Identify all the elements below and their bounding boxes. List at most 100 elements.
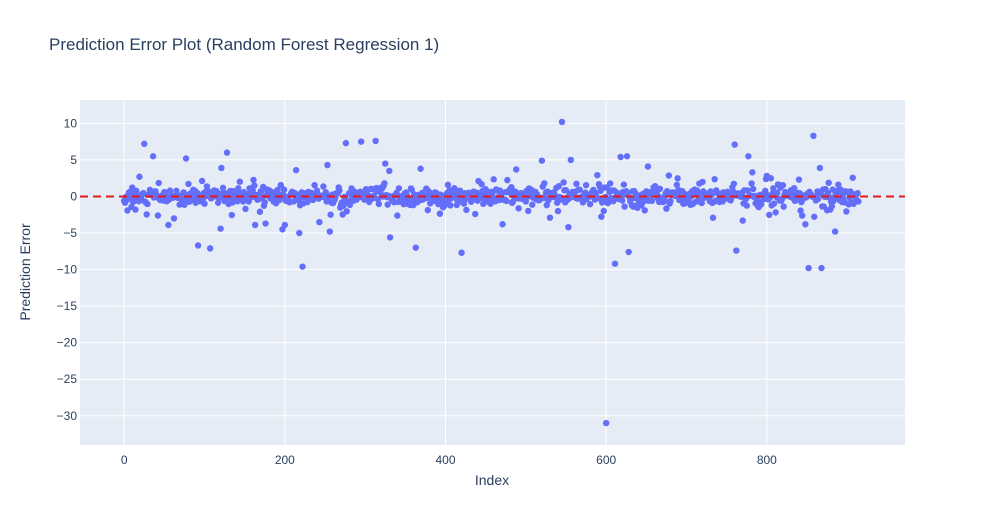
scatter-point	[560, 179, 566, 185]
scatter-point	[250, 177, 256, 183]
scatter-point	[282, 222, 288, 228]
y-tick-label: −15	[57, 299, 78, 313]
scatter-point	[621, 203, 627, 209]
scatter-point	[201, 201, 207, 207]
scatter-point	[394, 212, 400, 218]
scatter-point	[749, 169, 755, 175]
x-tick-label: 200	[275, 453, 295, 467]
scatter-point	[573, 181, 579, 187]
scatter-point	[262, 199, 268, 205]
scatter-point	[601, 208, 607, 214]
scatter-point	[699, 179, 705, 185]
scatter-point	[547, 214, 553, 220]
scatter-point	[817, 165, 823, 171]
x-tick-label: 400	[435, 453, 455, 467]
scatter-point	[748, 180, 754, 186]
scatter-point	[445, 182, 451, 188]
scatter-point	[386, 168, 392, 174]
scatter-point	[382, 160, 388, 166]
scatter-point	[217, 225, 223, 231]
scatter-point	[587, 201, 593, 207]
chart-title: Prediction Error Plot (Random Forest Reg…	[49, 35, 439, 54]
scatter-point	[667, 198, 673, 204]
scatter-point	[708, 192, 714, 198]
x-tick-label: 800	[757, 453, 777, 467]
x-axis-label: Index	[475, 472, 509, 488]
scatter-point	[674, 175, 680, 181]
scatter-point	[621, 181, 627, 187]
scatter-point	[472, 211, 478, 217]
scatter-point	[565, 224, 571, 230]
y-tick-label: −30	[57, 409, 78, 423]
scatter-point	[843, 208, 849, 214]
scatter-point	[710, 215, 716, 221]
scatter-point	[463, 207, 469, 213]
scatter-point	[731, 181, 737, 187]
scatter-point	[132, 206, 138, 212]
scatter-point	[825, 180, 831, 186]
y-tick-label: 0	[70, 189, 77, 203]
scatter-point	[732, 141, 738, 147]
scatter-point	[513, 166, 519, 172]
scatter-point	[237, 179, 243, 185]
scatter-point	[293, 167, 299, 173]
scatter-point	[740, 217, 746, 223]
scatter-point	[539, 157, 545, 163]
y-tick-label: −5	[63, 226, 77, 240]
scatter-point	[598, 213, 604, 219]
scatter-point	[649, 198, 655, 204]
scatter-point	[387, 234, 393, 240]
scatter-point	[504, 177, 510, 183]
scatter-point	[525, 208, 531, 214]
scatter-point	[257, 209, 263, 215]
scatter-point	[607, 180, 613, 186]
scatter-point	[854, 190, 860, 196]
scatter-point	[799, 212, 805, 218]
y-tick-label: 10	[64, 116, 78, 130]
scatter-point	[499, 221, 505, 227]
scatter-point	[144, 201, 150, 207]
scatter-point	[818, 265, 824, 271]
scatter-point	[744, 202, 750, 208]
y-tick-label: −10	[57, 263, 78, 277]
scatter-point	[218, 165, 224, 171]
scatter-point	[343, 140, 349, 146]
scatter-point	[133, 188, 139, 194]
scatter-point	[503, 198, 509, 204]
scatter-point	[262, 220, 268, 226]
scatter-point	[491, 176, 497, 182]
scatter-point	[417, 166, 423, 172]
scatter-point	[568, 157, 574, 163]
scatter-point	[437, 211, 443, 217]
scatter-point	[855, 198, 861, 204]
scatter-point	[612, 261, 618, 267]
scatter-point	[324, 162, 330, 168]
scatter-point	[372, 138, 378, 144]
scatter-point	[666, 172, 672, 178]
scatter-point	[381, 180, 387, 186]
scatter-point	[155, 212, 161, 218]
scatter-point	[336, 187, 342, 193]
scatter-point	[810, 133, 816, 139]
scatter-point	[327, 228, 333, 234]
scatter-point	[594, 172, 600, 178]
scatter-point	[850, 175, 856, 181]
scatter-point	[396, 185, 402, 191]
scatter-point	[251, 182, 257, 188]
scatter-point	[619, 197, 625, 203]
scatter-point	[529, 202, 535, 208]
scatter-point	[780, 182, 786, 188]
scatter-point	[642, 207, 648, 213]
scatter-point	[171, 215, 177, 221]
scatter-point	[766, 212, 772, 218]
scatter-point	[811, 214, 817, 220]
plot-area	[80, 100, 905, 445]
scatter-point	[515, 205, 521, 211]
y-tick-label: −20	[57, 336, 78, 350]
scatter-point	[413, 244, 419, 250]
scatter-point	[802, 221, 808, 227]
y-tick-label: 5	[70, 153, 77, 167]
scatter-point	[555, 208, 561, 214]
scatter-point	[559, 119, 565, 125]
